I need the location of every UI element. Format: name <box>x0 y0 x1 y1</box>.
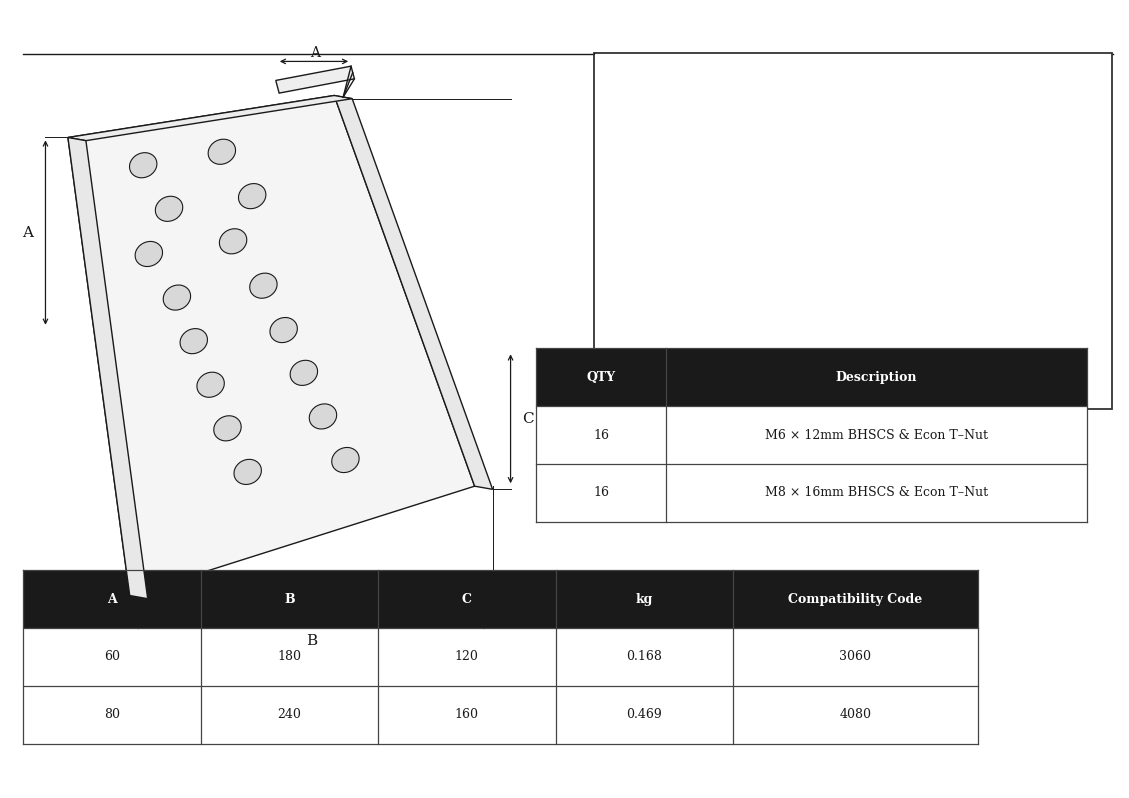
Text: A: A <box>107 593 116 606</box>
Ellipse shape <box>130 152 157 178</box>
Text: B: B <box>285 593 295 606</box>
Text: C: C <box>522 412 533 426</box>
Ellipse shape <box>164 285 191 310</box>
Ellipse shape <box>180 329 208 354</box>
Text: 60: 60 <box>104 650 120 663</box>
Ellipse shape <box>250 273 277 298</box>
Text: Description: Description <box>835 371 917 384</box>
Ellipse shape <box>196 372 225 397</box>
Text: A: A <box>310 46 321 61</box>
Ellipse shape <box>290 360 317 385</box>
Text: QTY: QTY <box>586 371 615 384</box>
Ellipse shape <box>332 448 359 472</box>
Text: 240: 240 <box>278 709 301 721</box>
Text: 160: 160 <box>455 709 479 721</box>
Polygon shape <box>68 96 352 140</box>
Ellipse shape <box>156 196 183 221</box>
Text: Compatibility Code: Compatibility Code <box>788 593 922 606</box>
Bar <box>536 348 1087 406</box>
Ellipse shape <box>135 242 163 267</box>
Ellipse shape <box>270 318 297 342</box>
Ellipse shape <box>234 460 262 484</box>
Text: 180: 180 <box>278 650 301 663</box>
Bar <box>594 53 1112 409</box>
Ellipse shape <box>219 229 247 254</box>
Ellipse shape <box>238 184 266 209</box>
Text: M8 × 16mm BHSCS & Econ T–Nut: M8 × 16mm BHSCS & Econ T–Nut <box>764 487 988 500</box>
Text: 16: 16 <box>593 429 609 441</box>
Text: 4080: 4080 <box>840 709 872 721</box>
Polygon shape <box>334 96 492 489</box>
Ellipse shape <box>309 404 336 429</box>
Polygon shape <box>68 96 474 595</box>
Polygon shape <box>68 137 148 598</box>
Text: 16: 16 <box>593 487 609 500</box>
Text: kg: kg <box>636 593 653 606</box>
Text: 0.168: 0.168 <box>627 650 663 663</box>
Text: 120: 120 <box>455 650 479 663</box>
Text: 3060: 3060 <box>840 650 872 663</box>
Text: B: B <box>306 634 317 648</box>
Bar <box>23 570 978 628</box>
Text: 80: 80 <box>104 709 120 721</box>
Bar <box>536 348 1087 522</box>
Ellipse shape <box>208 139 236 164</box>
Ellipse shape <box>213 416 242 440</box>
Bar <box>23 570 978 744</box>
Text: M6 × 12mm BHSCS & Econ T–Nut: M6 × 12mm BHSCS & Econ T–Nut <box>764 429 988 441</box>
Text: 0.469: 0.469 <box>627 709 662 721</box>
Text: C: C <box>462 593 472 606</box>
Text: A: A <box>21 226 33 239</box>
Polygon shape <box>275 66 355 93</box>
